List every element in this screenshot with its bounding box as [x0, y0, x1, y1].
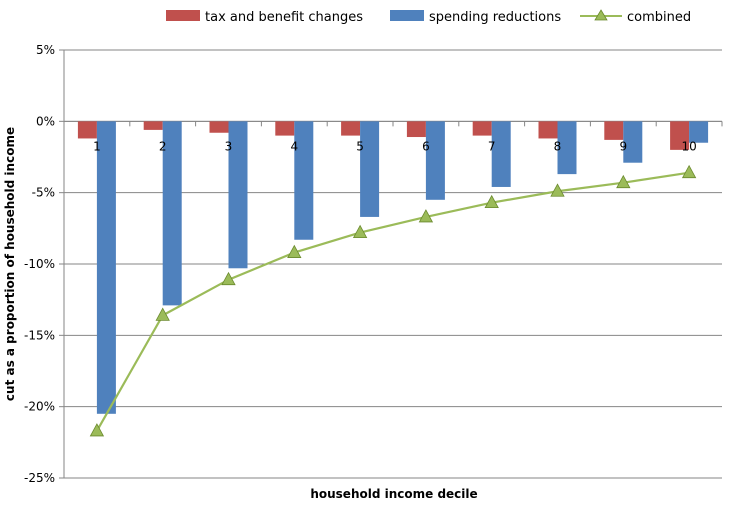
combined-point-10	[681, 164, 697, 179]
x-tick-label: 1	[93, 139, 101, 153]
x-tick-label: 3	[225, 139, 233, 153]
x-tick-labels: 1 2 3 4 5 6 7 8 9 10	[93, 139, 697, 153]
y-tick-label: 0%	[36, 114, 55, 128]
bar-spending-5	[360, 121, 380, 217]
y-tick-label: -10%	[24, 257, 55, 271]
x-axis-title: household income decile	[310, 487, 477, 501]
legend-label-tax: tax and benefit changes	[205, 10, 363, 25]
legend: tax and benefit changes spending reducti…	[166, 9, 691, 25]
bar-spending-3	[228, 121, 248, 269]
y-tick-label: -25%	[24, 471, 55, 485]
combined-series	[89, 164, 697, 437]
bar-tax-9	[604, 121, 624, 140]
bar-tax-1	[77, 121, 97, 139]
combined-point-2	[155, 307, 170, 321]
x-tick-label: 4	[290, 139, 298, 153]
combined-point-4	[287, 244, 302, 258]
bar-spending-9	[623, 121, 643, 163]
bar-tax-4	[275, 121, 295, 136]
bar-spending-1	[96, 121, 116, 414]
combined-point-8	[550, 183, 565, 197]
y-tick-label: -5%	[32, 186, 55, 200]
y-tick-label: -15%	[24, 328, 55, 342]
legend-label-combined: combined	[627, 10, 691, 25]
bar-spending-10	[689, 121, 709, 143]
x-tick-label: 6	[422, 139, 430, 153]
bar-tax-10	[670, 121, 690, 150]
combined-point-6	[418, 209, 434, 223]
x-tick-label: 9	[619, 139, 627, 153]
x-tick-label: 10	[681, 139, 696, 153]
x-tick-label: 8	[554, 139, 562, 153]
combined-point-3	[221, 271, 236, 286]
bar-tax-7	[472, 121, 492, 136]
legend-marker-combined	[594, 9, 608, 21]
x-tick-label: 7	[488, 139, 496, 153]
bar-tax-2	[143, 121, 163, 130]
y-tick-labels: 5% 0% -5% -10% -15% -20% -25%	[24, 43, 55, 485]
y-axis-title: cut as a proportion of household income	[3, 127, 17, 401]
combined-point-5	[352, 224, 368, 239]
bar-spending-6	[425, 121, 445, 200]
bar-spending-8	[557, 121, 577, 175]
bar-tax-5	[341, 121, 361, 136]
x-tick-label: 5	[356, 139, 364, 153]
bar-spending-2	[162, 121, 182, 306]
bar-tax-8	[538, 121, 558, 139]
legend-label-spending: spending reductions	[429, 10, 561, 25]
legend-swatch-spending	[390, 10, 424, 21]
combined-line	[95, 171, 690, 432]
combined-point-7	[484, 194, 499, 209]
bar-spending-7	[491, 121, 511, 187]
y-tick-label: -20%	[24, 400, 55, 414]
bars	[77, 121, 709, 414]
legend-swatch-tax	[166, 10, 200, 21]
y-tick-label: 5%	[36, 43, 55, 57]
combined-point-1	[89, 423, 105, 437]
bar-tax-6	[406, 121, 426, 138]
combined-point-9	[616, 174, 631, 189]
bar-tax-3	[209, 121, 229, 133]
bar-spending-4	[294, 121, 314, 240]
x-tick-label: 2	[159, 139, 167, 153]
